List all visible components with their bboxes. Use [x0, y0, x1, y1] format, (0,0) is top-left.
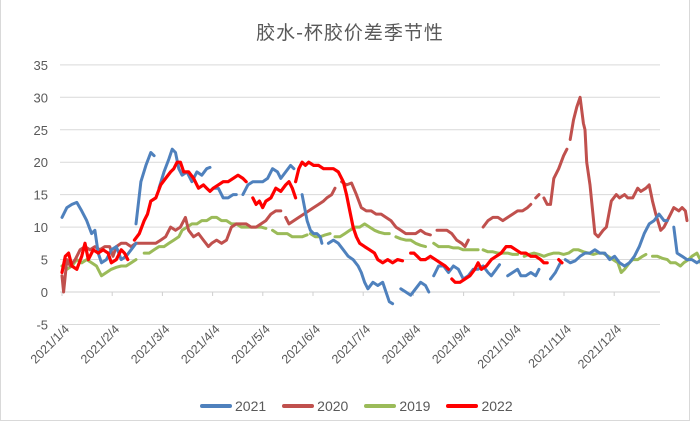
- gridlines: [60, 64, 660, 325]
- x-tick-label: 2021/2/4: [78, 322, 122, 366]
- x-tick-label: 2021/3/4: [128, 322, 172, 366]
- x-tick-label: 2021/10/4: [475, 322, 524, 371]
- series-line-2021: [60, 147, 700, 306]
- legend-label: 2022: [481, 398, 513, 414]
- y-tick-label: 0: [41, 285, 48, 300]
- legend-swatch: [200, 404, 232, 408]
- legend: 2021 2020 2019 2022: [200, 398, 513, 414]
- x-tick-label: 2021/12/4: [575, 322, 624, 371]
- x-tick-label: 2021/11/4: [526, 322, 575, 371]
- y-tick-label: 15: [34, 188, 48, 203]
- legend-swatch: [282, 404, 315, 408]
- legend-item-2022: 2022: [446, 398, 513, 414]
- legend-label: 2019: [399, 398, 431, 414]
- legend-item-2019: 2019: [364, 398, 430, 414]
- y-tick-label: 5: [41, 253, 48, 268]
- x-tick-label: 2021/6/4: [279, 322, 323, 366]
- y-tick-label: 30: [34, 90, 48, 105]
- series-line-2022: [60, 160, 564, 284]
- y-tick-label: 10: [34, 220, 48, 235]
- x-tick-label: 2021/5/4: [229, 322, 273, 366]
- y-tick-label: 35: [34, 58, 48, 73]
- chart-title: 胶水-杯胶价差季节性: [256, 22, 444, 44]
- legend-label: 2021: [235, 398, 267, 414]
- x-tick-label: 2021/4/4: [178, 322, 222, 366]
- legend-item-2020: 2020: [282, 398, 348, 414]
- y-tick-label: -5: [36, 317, 48, 332]
- legend-label: 2020: [317, 398, 349, 414]
- x-tick-label: 2021/9/4: [429, 322, 473, 366]
- legend-item-2021: 2021: [200, 398, 266, 414]
- x-tick-label: 2021/8/4: [379, 322, 423, 366]
- series-lines: [60, 95, 700, 306]
- y-axis-labels: 35 30 25 20 15 10 5 0 -5: [34, 58, 48, 333]
- y-tick-label: 20: [34, 155, 48, 170]
- x-tick-label: 2021/1/4: [28, 322, 72, 366]
- y-tick-label: 25: [34, 123, 48, 138]
- legend-swatch: [364, 404, 397, 408]
- x-tick-label: 2021/7/4: [329, 322, 373, 366]
- legend-swatch: [446, 404, 479, 408]
- x-axis: 2021/1/4 2021/2/4 2021/3/4 2021/4/4 2021/5/4…: [28, 292, 624, 371]
- series-line-2020: [60, 95, 689, 294]
